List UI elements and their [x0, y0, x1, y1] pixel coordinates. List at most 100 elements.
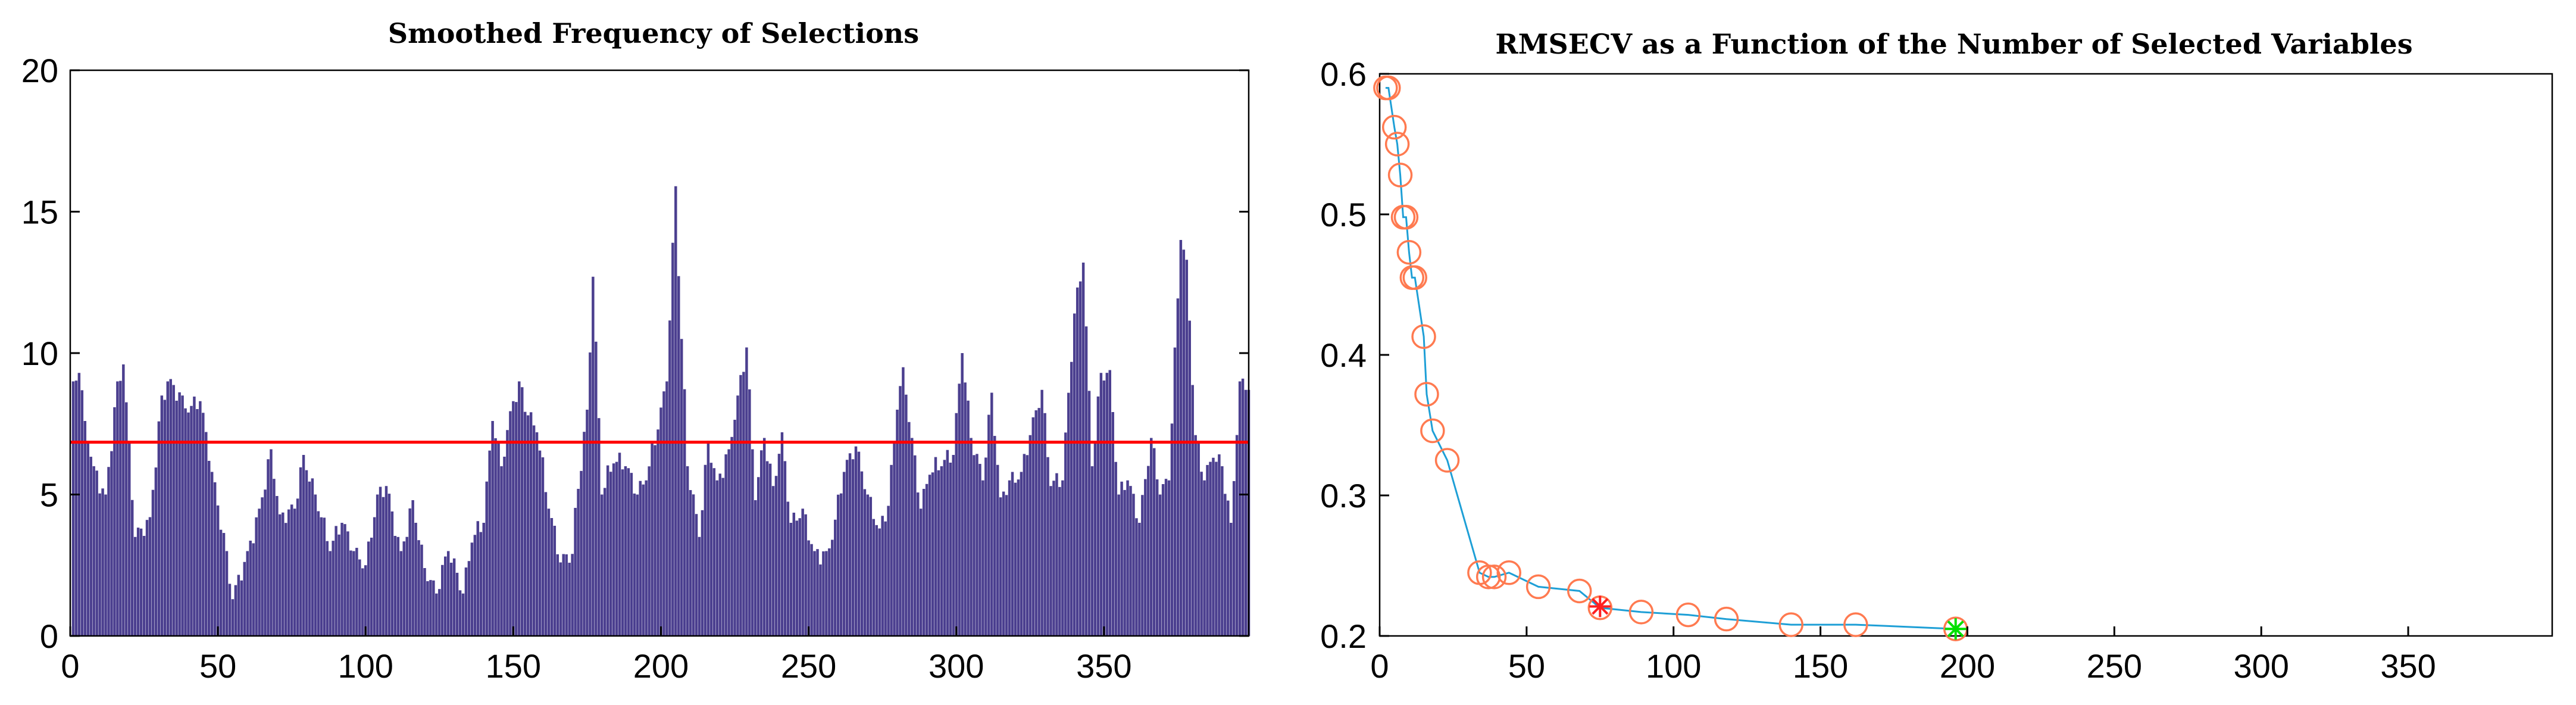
bar: [671, 242, 674, 636]
bar: [1055, 473, 1058, 636]
bar: [491, 421, 494, 636]
bar: [1011, 472, 1014, 636]
bar: [509, 411, 512, 636]
x-tick-label: 50: [1508, 647, 1545, 685]
bar: [178, 392, 181, 636]
bar: [834, 519, 837, 636]
bar: [1111, 412, 1114, 636]
bar: [370, 537, 373, 636]
rmsecv-highlights: [1589, 595, 1967, 640]
bar: [857, 451, 861, 636]
x-tick-label: 200: [1940, 647, 1995, 685]
bar: [95, 470, 98, 636]
bar: [819, 564, 822, 636]
bar: [461, 593, 465, 636]
bar: [831, 539, 834, 636]
bar: [884, 521, 887, 636]
data-point: [1567, 578, 1592, 604]
data-point: [1387, 163, 1413, 188]
bar: [429, 580, 432, 636]
bar: [166, 381, 169, 636]
bar: [290, 504, 293, 636]
bar: [139, 528, 143, 636]
bar: [535, 432, 539, 636]
bar: [264, 489, 267, 636]
bar: [1176, 298, 1180, 636]
bar: [169, 379, 172, 636]
x-tick-label: 350: [2380, 647, 2436, 685]
data-point: [1525, 574, 1551, 600]
bar: [145, 520, 149, 636]
bar: [1152, 448, 1156, 636]
bar: [559, 562, 562, 636]
right-chart-rmsecv: RMSECV as a Function of the Number of Se…: [1320, 28, 2553, 685]
bar: [526, 415, 530, 636]
bar: [311, 478, 314, 636]
bar: [949, 462, 952, 636]
bar: [349, 550, 352, 636]
bar: [234, 585, 237, 636]
bar: [940, 466, 943, 636]
bar: [780, 432, 784, 636]
bar: [783, 461, 787, 636]
bar: [364, 565, 367, 636]
bar: [973, 455, 976, 636]
bar: [1096, 396, 1100, 636]
bar: [547, 509, 551, 636]
bar: [293, 509, 296, 636]
bar: [452, 558, 456, 636]
bar: [718, 473, 721, 636]
bar: [887, 506, 890, 636]
bar: [795, 520, 798, 636]
bar: [1194, 435, 1197, 636]
bar: [175, 400, 178, 636]
bar: [674, 186, 677, 636]
bar: [1227, 500, 1230, 636]
bar: [435, 593, 438, 636]
data-point: [1384, 132, 1410, 157]
left-chart-frequency: Smoothed Frequency of Selections 0 5 10 15 2…: [21, 17, 1251, 685]
bar: [317, 511, 320, 636]
bar: [455, 572, 459, 636]
bar: [1090, 466, 1094, 636]
bar: [810, 544, 813, 636]
bar: [405, 536, 408, 636]
bar: [665, 381, 668, 636]
bar: [107, 467, 110, 636]
bar: [748, 389, 751, 636]
bar: [249, 541, 252, 636]
bar: [1161, 484, 1165, 636]
bar: [497, 442, 500, 636]
bar: [476, 521, 480, 636]
right-y-axis: 0.2 0.3 0.4 0.5 0.6: [1320, 55, 1389, 655]
data-point: [1475, 564, 1501, 589]
bar: [71, 381, 75, 636]
bar: [639, 481, 642, 636]
bar: [615, 461, 618, 636]
bar: [1081, 263, 1085, 636]
bar: [420, 544, 423, 636]
bar: [618, 453, 621, 636]
bar: [500, 466, 503, 636]
bar: [645, 480, 648, 636]
bar: [128, 443, 131, 636]
bar: [896, 410, 899, 636]
bar: [160, 395, 164, 636]
bar: [1132, 494, 1135, 636]
bar: [928, 475, 931, 636]
bar: [299, 467, 302, 636]
bar: [568, 563, 571, 636]
bar: [911, 438, 914, 636]
bar: [151, 489, 155, 636]
bar: [142, 535, 146, 636]
bar: [807, 540, 810, 636]
bar: [848, 453, 852, 636]
bar: [512, 401, 515, 636]
bar: [574, 507, 577, 636]
y-tick-label: 0.6: [1320, 55, 1367, 93]
data-point: [1496, 560, 1521, 585]
bar: [243, 561, 246, 636]
rmsecv-markers: [1373, 75, 1968, 641]
bar: [163, 400, 167, 636]
bar: [908, 422, 911, 636]
